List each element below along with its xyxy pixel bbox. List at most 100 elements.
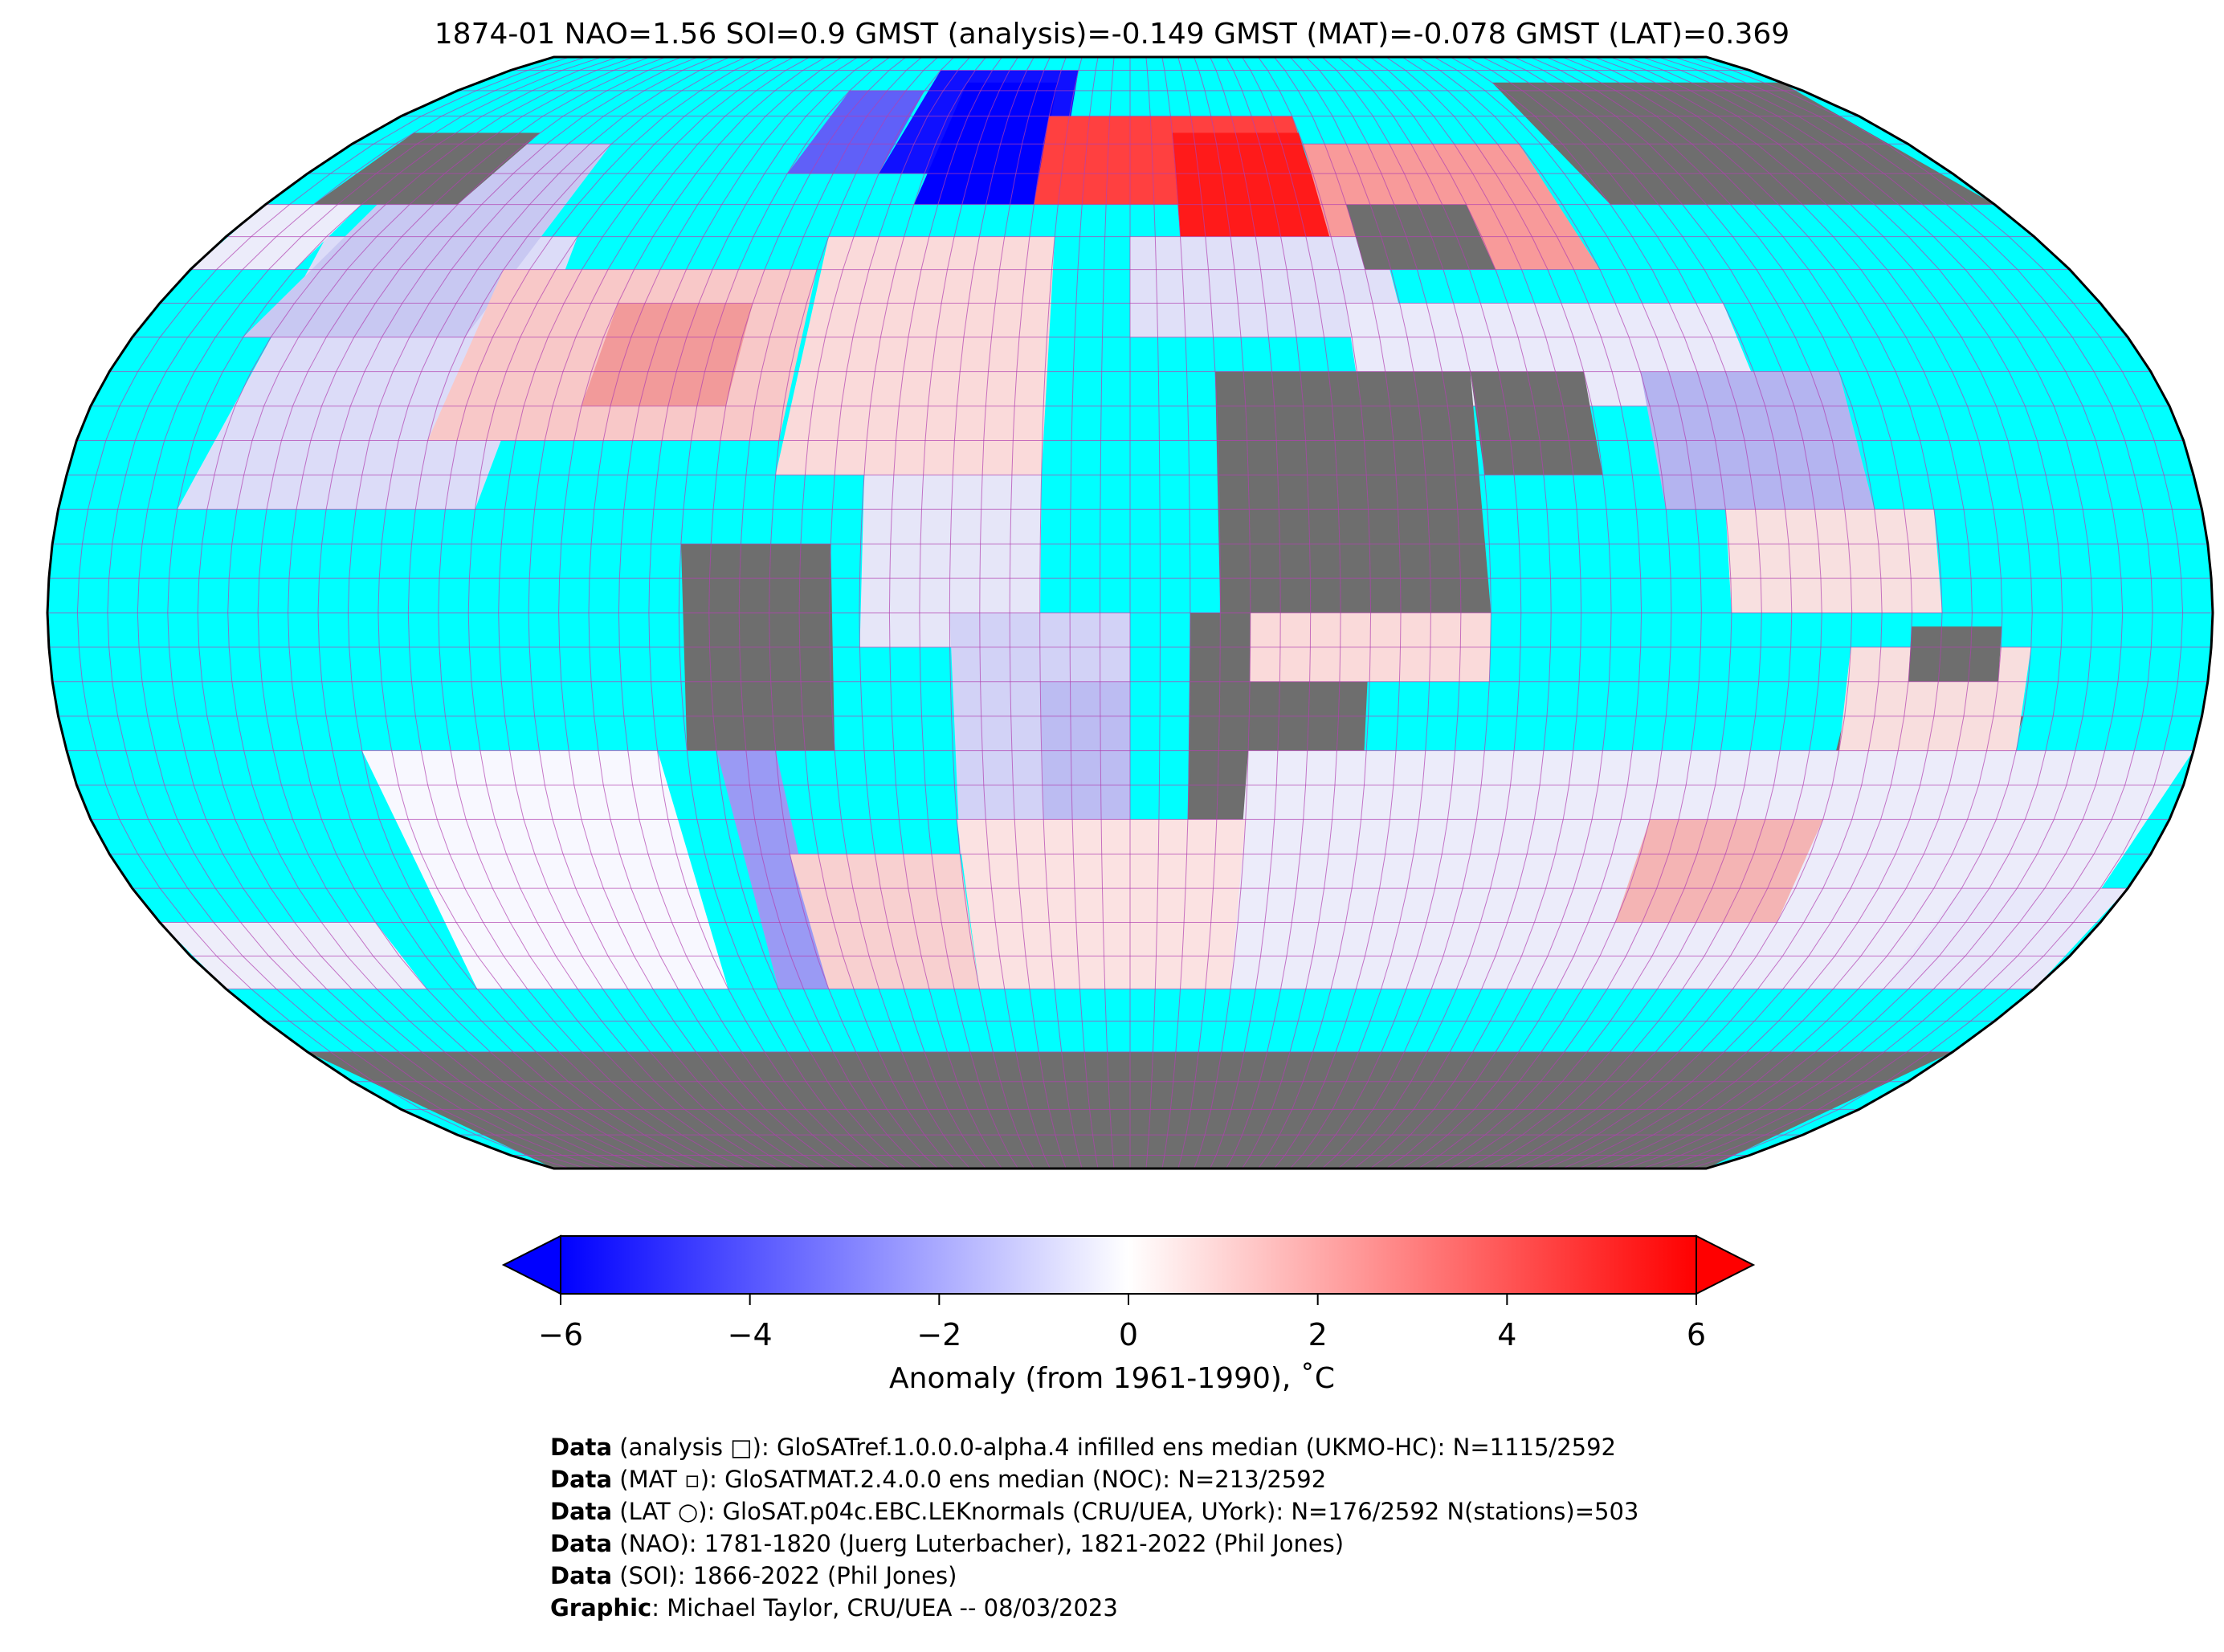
graticule-meridian — [1039, 57, 1083, 1169]
grid-cell — [1346, 204, 1496, 270]
graticule-meridian — [1289, 57, 1431, 1169]
graticule-meridian — [1161, 57, 1191, 1169]
graticule-meridian — [1274, 57, 1402, 1169]
graticule-meridian — [979, 57, 1051, 1169]
graticule-meridian — [588, 57, 843, 1169]
colorbar-tick-label: −4 — [727, 1317, 773, 1352]
graticule-meridian — [1529, 57, 1883, 1169]
graticule-meridian — [1210, 57, 1281, 1169]
graticule-meridian — [648, 57, 875, 1169]
graticule-meridian — [1674, 57, 2153, 1169]
graticule-meridian — [1402, 57, 1642, 1169]
grid-cell — [1908, 626, 2002, 682]
graticule-meridian — [1242, 57, 1341, 1169]
graticule-meridian — [347, 57, 715, 1169]
graticule-meridian — [859, 57, 986, 1169]
grid-cell — [243, 144, 612, 337]
credit-line: Graphic: Michael Taylor, CRU/UEA -- 08/0… — [550, 1594, 1118, 1621]
graticule-meridian — [167, 57, 618, 1169]
graticule-meridian — [1353, 57, 1552, 1169]
graticule-meridian — [1658, 57, 2124, 1169]
credit-line: Data (MAT ▫): GloSATMAT.2.4.0.0 ens medi… — [550, 1466, 1327, 1493]
graticule-meridian — [1434, 57, 1702, 1169]
data-credits: Data (analysis □): GloSATref.1.0.0.0-alp… — [550, 1431, 1638, 1624]
colorbar-tick-label: 0 — [1118, 1317, 1139, 1352]
credit-line: Data (analysis □): GloSATref.1.0.0.0-alp… — [550, 1434, 1617, 1461]
grid-cell — [913, 82, 1058, 205]
graticule-meridian — [708, 57, 907, 1169]
grid-cell — [859, 475, 1042, 647]
credit-line: Data (SOI): 1866-2022 (Phil Jones) — [550, 1562, 957, 1589]
colorbar — [560, 1235, 1697, 1295]
graticule-meridian — [1594, 57, 2003, 1169]
graticule-meridian — [1418, 57, 1672, 1169]
graticule-meridian — [197, 57, 635, 1169]
grid-cell — [957, 819, 1246, 989]
grid-cell — [1725, 509, 1942, 613]
graticule-meridian — [919, 57, 1018, 1169]
graticule-meridian — [137, 57, 602, 1169]
graticule-meridian — [317, 57, 699, 1169]
graticule-meridian — [467, 57, 778, 1169]
graticule — [47, 57, 2213, 1169]
graticule-meridian — [1482, 57, 1793, 1169]
graticule-meridian — [678, 57, 891, 1169]
graticule-meridian — [1626, 57, 2063, 1169]
graticule-meridian — [1385, 57, 1612, 1169]
grid-cell — [313, 133, 541, 205]
graticule-meridian — [1145, 57, 1161, 1169]
graticule-meridian — [107, 57, 586, 1169]
graticule-meridian — [1577, 57, 1973, 1169]
colorbar-ticks — [560, 1294, 1697, 1305]
grid-cell — [361, 750, 728, 989]
graticule-meridian — [1321, 57, 1492, 1169]
graticule-meridian — [227, 57, 651, 1169]
map-outline — [46, 55, 2214, 1170]
grid-cell — [790, 854, 980, 989]
graticule-meridian — [1450, 57, 1732, 1169]
graticule-meridian — [738, 57, 923, 1169]
colorbar-extend-low — [501, 1234, 561, 1295]
graticule-meridian — [1069, 57, 1099, 1169]
graticule-meridian — [829, 57, 971, 1169]
graticule-meridian — [1610, 57, 2033, 1169]
graticule-meridian — [949, 57, 1034, 1169]
graticule-meridian — [888, 57, 1003, 1169]
graticule-meridian — [558, 57, 826, 1169]
graticule-meridian — [1642, 57, 2093, 1169]
grid-cell — [1492, 82, 1995, 205]
graticule-meridian — [1545, 57, 1913, 1169]
colorbar-tick-label: 4 — [1497, 1317, 1517, 1352]
credit-line: Data (NAO): 1781-1820 (Juerg Luterbacher… — [550, 1530, 1345, 1557]
graticule-meridian — [1514, 57, 1853, 1169]
graticule-meridian — [407, 57, 746, 1169]
graticule-meridian — [498, 57, 794, 1169]
graticule-meridian — [618, 57, 859, 1169]
graticule-meridian — [1226, 57, 1312, 1169]
graticule-meridian — [1690, 57, 2184, 1169]
graticule-meridian — [1009, 57, 1067, 1169]
graticule-meridian — [1177, 57, 1221, 1169]
graticule-meridian — [1561, 57, 1943, 1169]
colorbar-tick-label: 2 — [1308, 1317, 1328, 1352]
colorbar-label: Anomaly (from 1961-1990), ˚C — [889, 1362, 1335, 1395]
graticule-meridian — [288, 57, 683, 1169]
grid-cell — [582, 303, 753, 406]
graticule-meridian — [1498, 57, 1822, 1169]
credit-line: Data (LAT ○): GloSAT.p04c.EBC.LEKnormals… — [550, 1498, 1639, 1525]
graticule-meridian — [76, 57, 570, 1169]
graticule-meridian — [1466, 57, 1762, 1169]
graticule-meridian — [798, 57, 955, 1169]
grid-cell — [716, 750, 829, 989]
colorbar-tick-label: −2 — [916, 1317, 962, 1352]
graticule-meridian — [528, 57, 810, 1169]
grid-cell — [1214, 371, 1492, 613]
grid-cell — [1172, 133, 1332, 237]
colorbar-tick-label: 6 — [1686, 1317, 1707, 1352]
graticule-meridian — [1337, 57, 1522, 1169]
colorbar-tick-label: −6 — [537, 1317, 584, 1352]
chart-title: 1874-01 NAO=1.56 SOI=0.9 GMST (analysis)… — [434, 18, 1790, 51]
graticule-meridian — [1369, 57, 1582, 1169]
graticule-meridian — [257, 57, 667, 1169]
